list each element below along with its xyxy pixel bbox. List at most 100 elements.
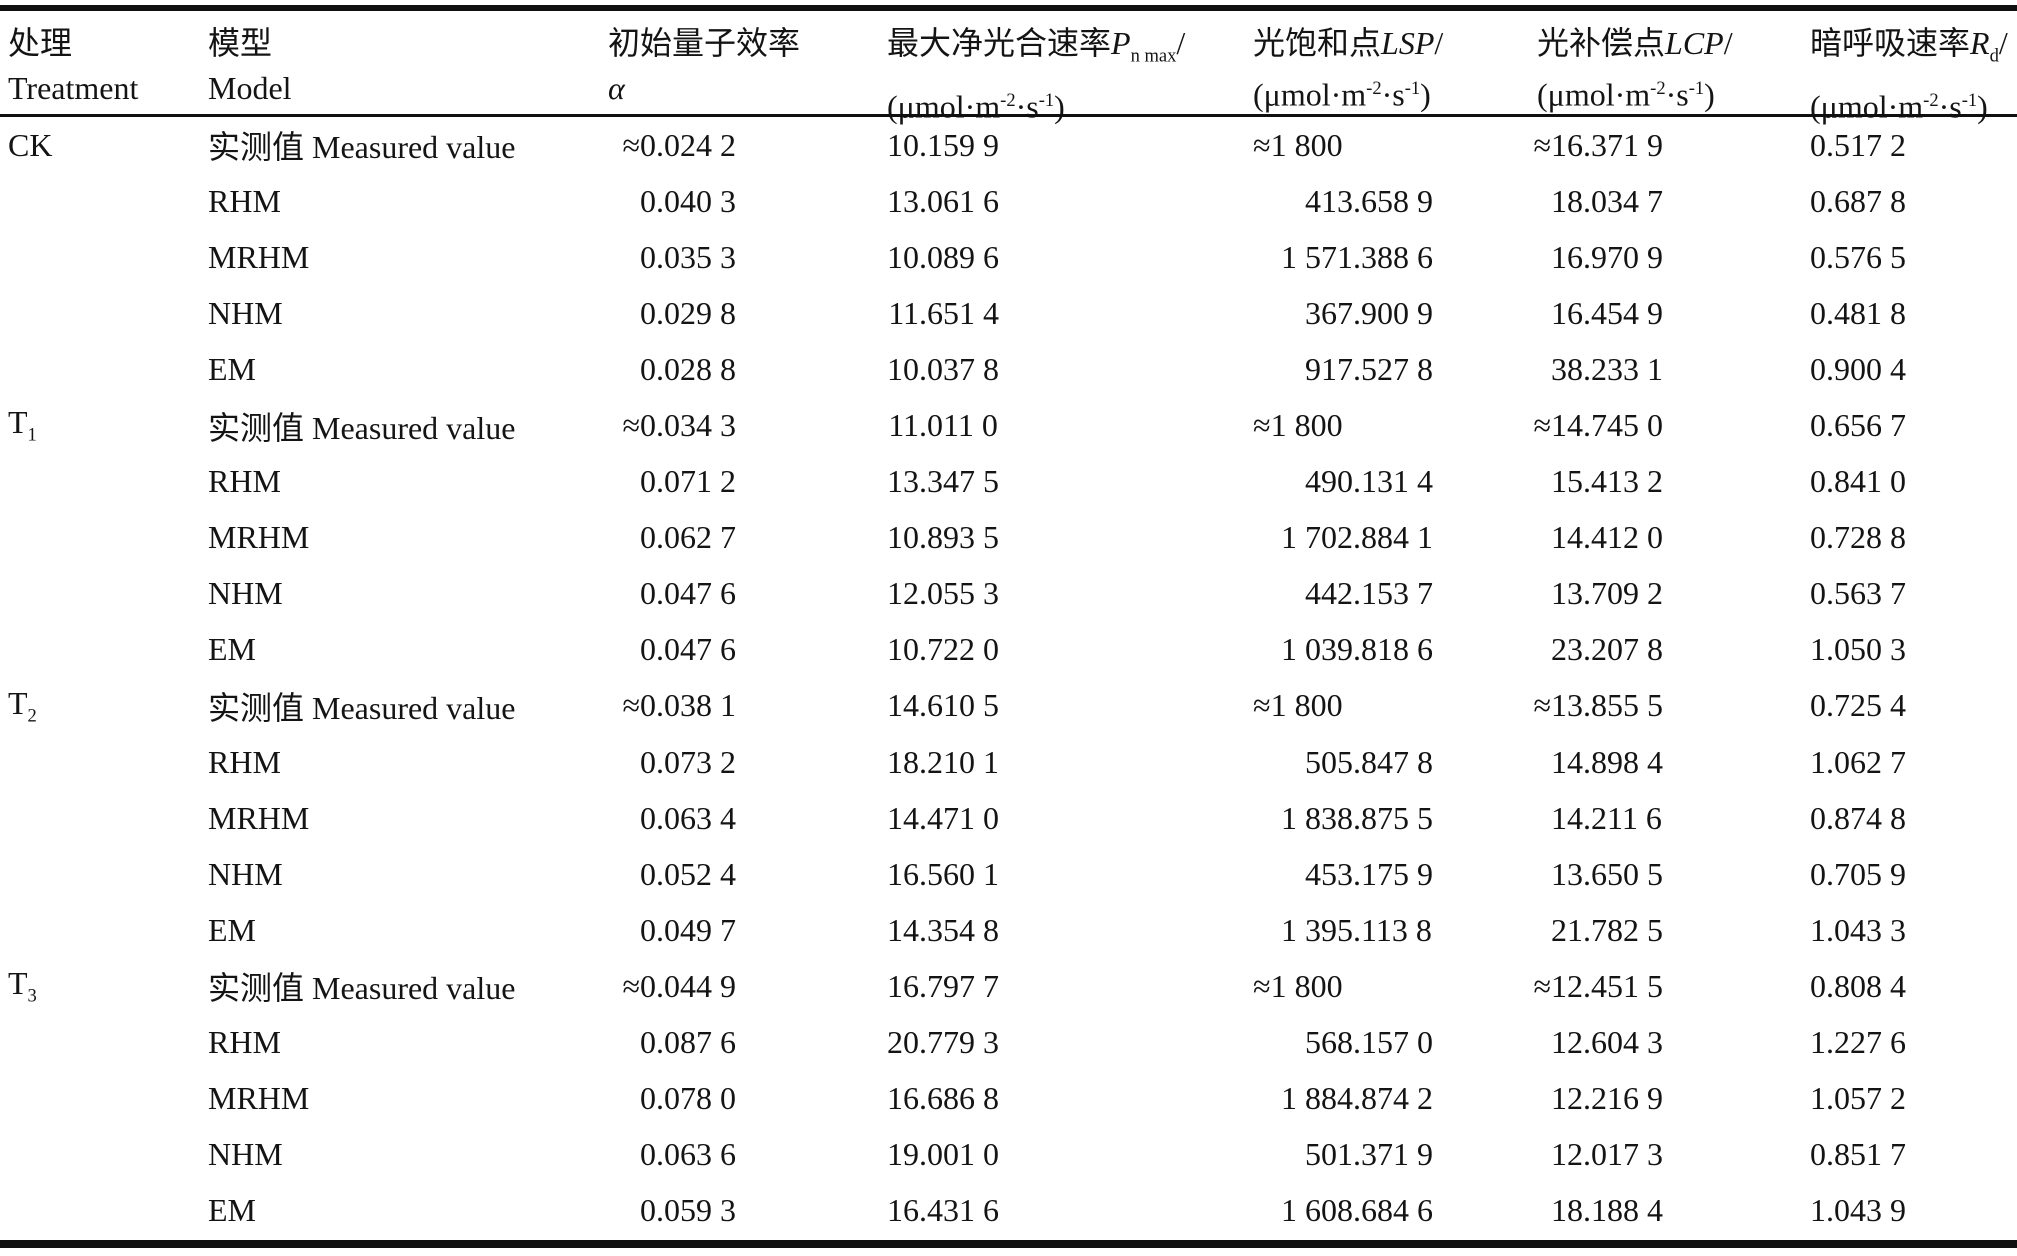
lcp-value: ≈14.745 0 <box>1533 407 1810 444</box>
model-label: 实测值 Measured value <box>208 409 516 446</box>
lsp-value-int: 1 702 <box>1281 519 1353 556</box>
lsp-value-int: 367 <box>1305 294 1353 331</box>
alpha-value: 0.047 6 <box>608 631 887 668</box>
pnmax-value: 16.431 6 <box>887 1192 1253 1229</box>
header-unit: (μmol·m-2·s-1) <box>887 78 1253 130</box>
header-en: Model <box>208 70 292 106</box>
rd-value-int: 0 <box>1810 238 1826 275</box>
alpha-value-frac: .034 3 <box>656 407 736 444</box>
pnmax-value: 10.037 8 <box>887 351 1253 388</box>
pnmax-value-int: 16 <box>887 967 919 1004</box>
alpha-value-frac: .047 6 <box>656 631 736 668</box>
alpha-value-int: 0 <box>640 1024 656 1061</box>
pnmax-value-frac: .610 5 <box>919 687 999 724</box>
pnmax-value-int: 11 <box>888 407 919 444</box>
pnmax-value-frac: .089 6 <box>919 238 999 275</box>
treatment-base: T <box>8 404 28 441</box>
pnmax-value: 12.055 3 <box>887 575 1253 612</box>
alpha-value-int: 0 <box>640 519 656 556</box>
slash: / <box>1176 25 1186 61</box>
rd-value-int: 0 <box>1810 519 1826 556</box>
pnmax-value: 10.893 5 <box>887 519 1253 556</box>
rd-value: 1.043 9 <box>1810 1192 2010 1229</box>
lcp-value-int: 13 <box>1551 855 1583 892</box>
lcp-value-frac: .412 0 <box>1583 519 1663 556</box>
alpha-value: 0.035 3 <box>608 239 887 276</box>
alpha-value-frac: .040 3 <box>656 182 736 219</box>
alpha-value-int: 0 <box>640 911 656 948</box>
treatment-subscript: 2 <box>27 705 37 727</box>
lsp-value: 1 608.684 6 <box>1253 1192 1537 1229</box>
rd-value: 0.656 7 <box>1810 407 2010 444</box>
alpha-value-int: 0 <box>640 238 656 275</box>
rd-value-frac: .563 7 <box>1826 575 1906 612</box>
header-unit: (μmol·m-2·s-1) <box>1253 66 1537 118</box>
pnmax-value: 11.651 4 <box>887 295 1253 332</box>
rd-value-frac: .062 7 <box>1826 743 1906 780</box>
unit-text: (μmol·m <box>887 89 1001 126</box>
model-label: 实测值 Measured value <box>208 689 516 726</box>
pnmax-value-int: 10 <box>887 350 919 387</box>
lsp-value: ≈1 800 <box>1253 407 1343 444</box>
pnmax-value-int: 16 <box>887 1080 919 1117</box>
lcp-value-frac: .650 5 <box>1583 855 1663 892</box>
table-row: CK 实测值 Measured value ≈0.024 2 10.159 9 ≈1 8… <box>0 117 2017 173</box>
lsp-value-frac: .157 0 <box>1353 1024 1433 1061</box>
rd-symbol: R <box>1970 25 1990 61</box>
header-en: Treatment <box>8 70 139 106</box>
lsp-value-int: 413 <box>1305 182 1353 219</box>
lcp-value-frac: .451 5 <box>1583 967 1663 1004</box>
unit-exp: -1 <box>1961 90 1978 112</box>
rd-value-frac: .725 4 <box>1826 687 1906 724</box>
pnmax-value-frac: .797 7 <box>919 967 999 1004</box>
rd-value-frac: .851 7 <box>1826 1136 1906 1173</box>
pnmax-value-frac: .651 4 <box>919 294 999 331</box>
pnmax-value-frac: .347 5 <box>919 463 999 500</box>
pnmax-value-int: 14 <box>887 687 919 724</box>
column-header-rd: 暗呼吸速率Rd/ (μmol·m-2·s-1) <box>1810 11 2010 125</box>
pnmax-symbol: P <box>1111 25 1131 61</box>
table-top-rule <box>0 5 2017 11</box>
model-label: RHM <box>208 463 281 500</box>
alpha-value-int: ≈0 <box>622 126 656 163</box>
pnmax-value: 13.061 6 <box>887 183 1253 220</box>
treatment-base: T <box>8 965 28 1002</box>
header-zh-symbol: 暗呼吸速率Rd/ <box>1810 21 2010 78</box>
lcp-value: 38.233 1 <box>1537 351 1810 388</box>
alpha-value-int: 0 <box>640 182 656 219</box>
alpha-value: 0.052 4 <box>608 856 887 893</box>
table-body: CK 实测值 Measured value ≈0.024 2 10.159 9 ≈1 8… <box>0 117 2017 1239</box>
pnmax-value: 19.001 0 <box>887 1136 1253 1173</box>
rd-value-frac: .517 2 <box>1826 126 1906 163</box>
rd-value-int: 0 <box>1810 407 1826 444</box>
column-header-pnmax: 最大净光合速率Pn max/ (μmol·m-2·s-1) <box>887 11 1253 125</box>
alpha-symbol: α <box>608 70 625 106</box>
lsp-value-frac: .900 9 <box>1353 294 1433 331</box>
pnmax-value-int: 16 <box>887 1192 919 1229</box>
header-zh-symbol: 最大净光合速率Pn max/ <box>887 21 1253 78</box>
rd-value: 1.227 6 <box>1810 1024 2010 1061</box>
header-zh: 最大净光合速率 <box>887 25 1112 61</box>
header-unit: (μmol·m-2·s-1) <box>1810 78 2010 130</box>
header-zh: 光饱和点 <box>1253 25 1382 61</box>
lsp-value: 367.900 9 <box>1253 295 1537 332</box>
lcp-value-int: 14 <box>1551 743 1583 780</box>
rd-value-int: 1 <box>1810 631 1826 668</box>
lcp-value: 23.207 8 <box>1537 631 1810 668</box>
lsp-value-int: 1 571 <box>1281 238 1353 275</box>
pnmax-value-int: 13 <box>887 463 919 500</box>
table-bottom-rule <box>0 1240 2017 1248</box>
pnmax-value-frac: .779 3 <box>919 1024 999 1061</box>
alpha-value-frac: .044 9 <box>656 967 736 1004</box>
rd-value-frac: .808 4 <box>1826 967 1906 1004</box>
lcp-value: 12.017 3 <box>1537 1136 1810 1173</box>
rd-value-frac: .481 8 <box>1826 294 1906 331</box>
lcp-value: 12.216 9 <box>1537 1080 1810 1117</box>
rd-value-frac: .576 5 <box>1826 238 1906 275</box>
header-symbol: α <box>608 66 887 111</box>
lsp-value: ≈1 800 <box>1253 967 1343 1004</box>
pnmax-value-int: 11 <box>888 294 919 331</box>
